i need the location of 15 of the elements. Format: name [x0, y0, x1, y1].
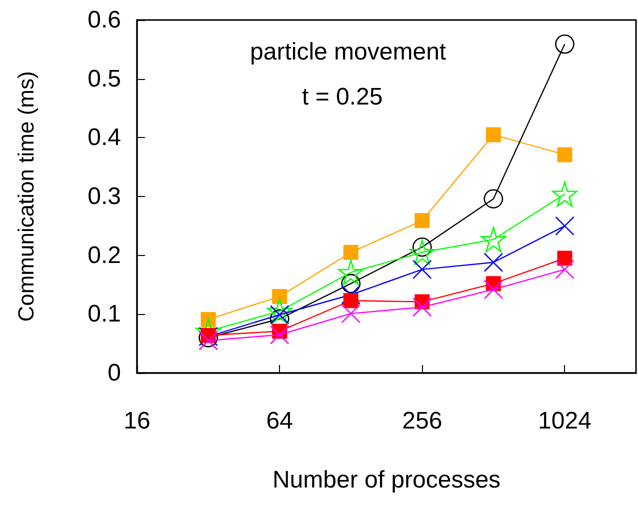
y-tick-label: 0.2 — [88, 242, 121, 269]
x-tick-label: 256 — [402, 408, 442, 434]
y-tick-label: 0.4 — [88, 124, 121, 152]
y-tick-label: 0.6 — [88, 6, 121, 34]
y-axis-title: Communication time (ms) — [14, 71, 38, 322]
y-tick-label: 0 — [108, 360, 121, 386]
y-tick-label: 0.1 — [88, 300, 121, 328]
annotation: particle movement — [250, 38, 446, 66]
y-tick-label: 0.5 — [88, 65, 121, 92]
annotation: t = 0.25 — [302, 84, 383, 110]
y-tick-label: 0.3 — [88, 183, 121, 210]
x-axis-title: Number of processes — [272, 466, 501, 494]
x-tick-label: 1024 — [538, 408, 592, 434]
x-tick-label: 16 — [124, 408, 150, 434]
x-tick-label: 64 — [266, 408, 293, 434]
